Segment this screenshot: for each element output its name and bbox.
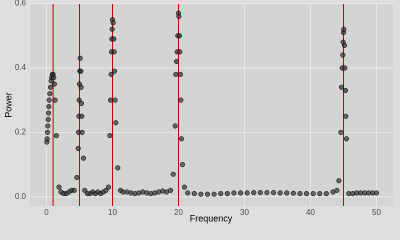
point [290, 190, 296, 196]
x-tick-label: 40 [306, 208, 315, 217]
point [51, 81, 57, 87]
y-tick-label: 0.6 [15, 0, 27, 8]
point [343, 136, 350, 142]
point [74, 174, 80, 181]
point [198, 191, 204, 197]
point [177, 49, 183, 55]
point [46, 97, 52, 103]
point [115, 165, 121, 171]
point [111, 68, 118, 74]
point [71, 187, 77, 193]
point [82, 187, 88, 193]
point [323, 191, 329, 197]
panel [30, 4, 393, 206]
point [80, 155, 87, 161]
point [178, 97, 184, 103]
point [336, 178, 342, 184]
point [176, 13, 182, 19]
point [178, 136, 185, 142]
point [373, 190, 380, 196]
point [45, 110, 52, 116]
point [211, 191, 217, 197]
point [284, 190, 290, 196]
point [44, 129, 51, 135]
point [338, 129, 344, 135]
x-tick-label: 50 [372, 208, 381, 217]
point [78, 68, 84, 74]
point [224, 191, 230, 197]
x-tick-label: 10 [108, 208, 117, 217]
point [191, 191, 197, 197]
point [53, 133, 59, 139]
point [168, 187, 174, 193]
point [179, 162, 186, 168]
point [47, 91, 53, 97]
point [46, 104, 52, 110]
point [341, 26, 347, 32]
point [297, 191, 303, 197]
point [45, 116, 51, 123]
point [110, 20, 116, 26]
point [270, 190, 277, 196]
point [105, 184, 112, 190]
point [334, 187, 340, 193]
point [204, 191, 211, 197]
point [310, 191, 316, 197]
point [75, 145, 81, 152]
point [111, 36, 117, 42]
point [44, 136, 50, 142]
point [56, 184, 62, 190]
point [340, 52, 346, 58]
x-axis-title: Frequency [190, 213, 233, 223]
point [77, 55, 83, 61]
point [237, 190, 244, 196]
point [342, 87, 349, 94]
y-tick-label: 0.0 [15, 192, 27, 201]
point [177, 71, 184, 77]
point [343, 113, 349, 119]
point [112, 97, 118, 103]
point [170, 171, 176, 177]
point [218, 191, 224, 197]
point [173, 71, 179, 77]
point [45, 123, 51, 129]
x-tick-label: 0 [44, 208, 49, 217]
point [78, 100, 85, 106]
point [338, 84, 345, 90]
y-tick-label: 0.4 [15, 63, 27, 72]
point [257, 190, 263, 196]
point [251, 190, 257, 196]
point [108, 71, 114, 77]
point [264, 190, 270, 196]
point [277, 190, 283, 196]
y-tick-label: 0.2 [15, 127, 27, 136]
y-axis-title: Power [3, 92, 13, 118]
point [231, 190, 237, 196]
point [113, 120, 119, 126]
point [185, 190, 191, 196]
point [181, 184, 187, 190]
x-tick-label: 20 [174, 208, 183, 217]
point [317, 191, 323, 197]
point [172, 123, 178, 129]
point [103, 187, 109, 193]
point [244, 190, 250, 196]
point [51, 75, 57, 81]
point [78, 84, 84, 90]
point [342, 65, 348, 71]
point [303, 191, 310, 197]
point [107, 97, 114, 103]
x-tick-label: 30 [240, 208, 249, 217]
chart: Frequency Power 0.0 0.2 0.4 0.6 0 10 20 30 40 50 [3, 0, 393, 223]
point [52, 97, 58, 103]
point [176, 33, 183, 39]
point [111, 49, 117, 55]
point [107, 133, 113, 139]
point [109, 26, 115, 32]
point [79, 113, 85, 119]
point [341, 42, 348, 48]
point [79, 129, 85, 135]
point [47, 84, 54, 90]
point [173, 58, 180, 65]
